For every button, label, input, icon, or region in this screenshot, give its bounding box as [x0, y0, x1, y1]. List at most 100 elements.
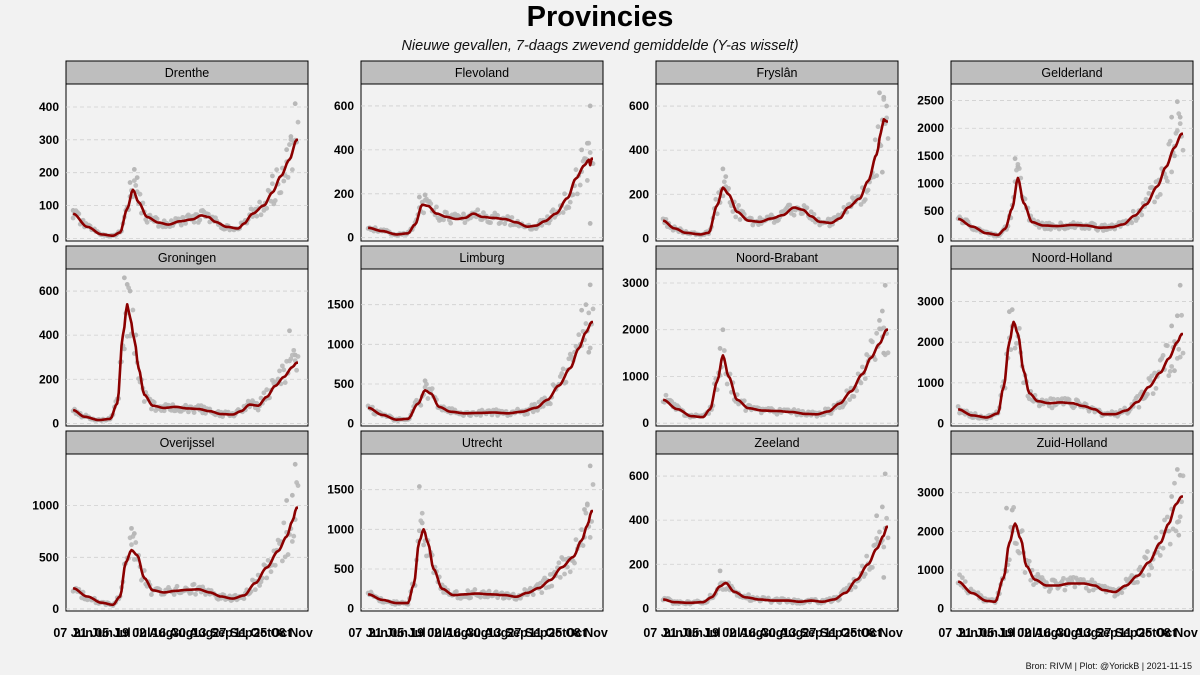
data-point [284, 498, 290, 503]
y-tick-label: 1500 [327, 483, 354, 497]
data-point [422, 378, 428, 384]
data-point [1147, 377, 1153, 383]
chart-subtitle: Nieuwe gevallen, 7-daags zwevend gemidde… [401, 38, 799, 54]
data-point [416, 484, 422, 489]
data-point [295, 119, 301, 125]
x-tick-label: 11 Oct [529, 626, 567, 640]
data-point [720, 327, 726, 333]
data-point [864, 553, 870, 559]
data-point [278, 190, 284, 195]
data-point [1174, 313, 1180, 319]
data-point [573, 537, 579, 543]
data-point [1119, 590, 1125, 596]
data-point [141, 399, 147, 404]
y-tick-label: 600 [39, 284, 59, 298]
x-tick-label: 27 Sep [507, 626, 548, 640]
y-tick-label: 2000 [917, 524, 944, 538]
data-point [468, 595, 474, 601]
x-tick-label: 21 Jun [368, 626, 408, 640]
data-point [847, 397, 852, 402]
x-tick-label: 07 Jun [53, 626, 93, 640]
panel-area [655, 83, 899, 242]
data-point [865, 187, 871, 193]
data-point [955, 404, 961, 409]
data-point [1072, 584, 1078, 590]
data-point [498, 220, 503, 226]
data-point [1177, 121, 1183, 127]
moving-average-line [367, 320, 593, 421]
data-point [587, 345, 593, 351]
data-point [288, 356, 294, 362]
data-point [1174, 467, 1180, 472]
data-point [1140, 573, 1146, 579]
data-point [1056, 226, 1062, 232]
facet-label: Gelderland [1041, 66, 1102, 80]
data-point [282, 380, 288, 385]
data-point [1149, 565, 1155, 571]
data-point [462, 220, 468, 226]
data-point [874, 173, 880, 179]
y-tick-label: 2000 [917, 121, 944, 135]
data-point [478, 594, 483, 600]
data-point [461, 211, 466, 217]
y-tick-label: 400 [39, 100, 59, 114]
data-point [1048, 226, 1054, 232]
data-point [1135, 579, 1140, 585]
data-point [557, 574, 563, 580]
data-point [580, 543, 586, 548]
data-point [284, 147, 290, 153]
data-point [419, 510, 425, 516]
data-point [178, 222, 184, 228]
data-point [587, 221, 593, 226]
data-point [877, 90, 882, 96]
x-tick-label: 19 Jul [705, 626, 740, 640]
data-point [421, 542, 427, 548]
data-point [261, 390, 267, 396]
data-point [1051, 396, 1056, 402]
y-tick-label: 400 [39, 328, 59, 342]
data-point [1180, 350, 1186, 356]
data-point [877, 529, 882, 535]
data-point [1139, 212, 1145, 218]
data-point [1160, 545, 1166, 551]
data-point [869, 339, 875, 345]
y-tick-label: 600 [629, 469, 649, 483]
x-tick-label: 30 Aug [762, 626, 803, 640]
data-point [428, 201, 434, 207]
x-tick-label: 21 Jun [73, 626, 113, 640]
data-point [129, 542, 134, 548]
data-point [804, 205, 810, 211]
data-point [1179, 499, 1185, 505]
data-point [1167, 368, 1173, 374]
data-point [879, 308, 885, 314]
data-point [1176, 519, 1182, 524]
data-point [1157, 192, 1163, 197]
data-point [257, 199, 262, 205]
data-point [587, 535, 593, 540]
data-point [292, 101, 298, 107]
data-point [133, 183, 139, 188]
data-point [287, 328, 292, 334]
data-point [154, 216, 160, 222]
data-point [270, 181, 275, 187]
y-tick-label: 0 [52, 602, 59, 616]
data-point [574, 191, 580, 197]
data-point [274, 167, 280, 173]
data-point [1014, 341, 1019, 346]
moving-average-line [957, 132, 1183, 237]
data-point [1048, 586, 1054, 592]
moving-average-line [957, 320, 1183, 419]
panel-area [360, 268, 604, 427]
data-point [472, 587, 478, 592]
data-point [1172, 153, 1177, 159]
data-point [1167, 138, 1173, 144]
panel-area [950, 268, 1194, 427]
x-tick-label: 08 Nov [862, 626, 903, 640]
data-point [258, 579, 264, 585]
data-point [255, 407, 261, 413]
data-point [1177, 514, 1183, 520]
data-point [131, 178, 137, 184]
data-point [1129, 573, 1135, 578]
y-tick-label: 200 [334, 187, 354, 201]
